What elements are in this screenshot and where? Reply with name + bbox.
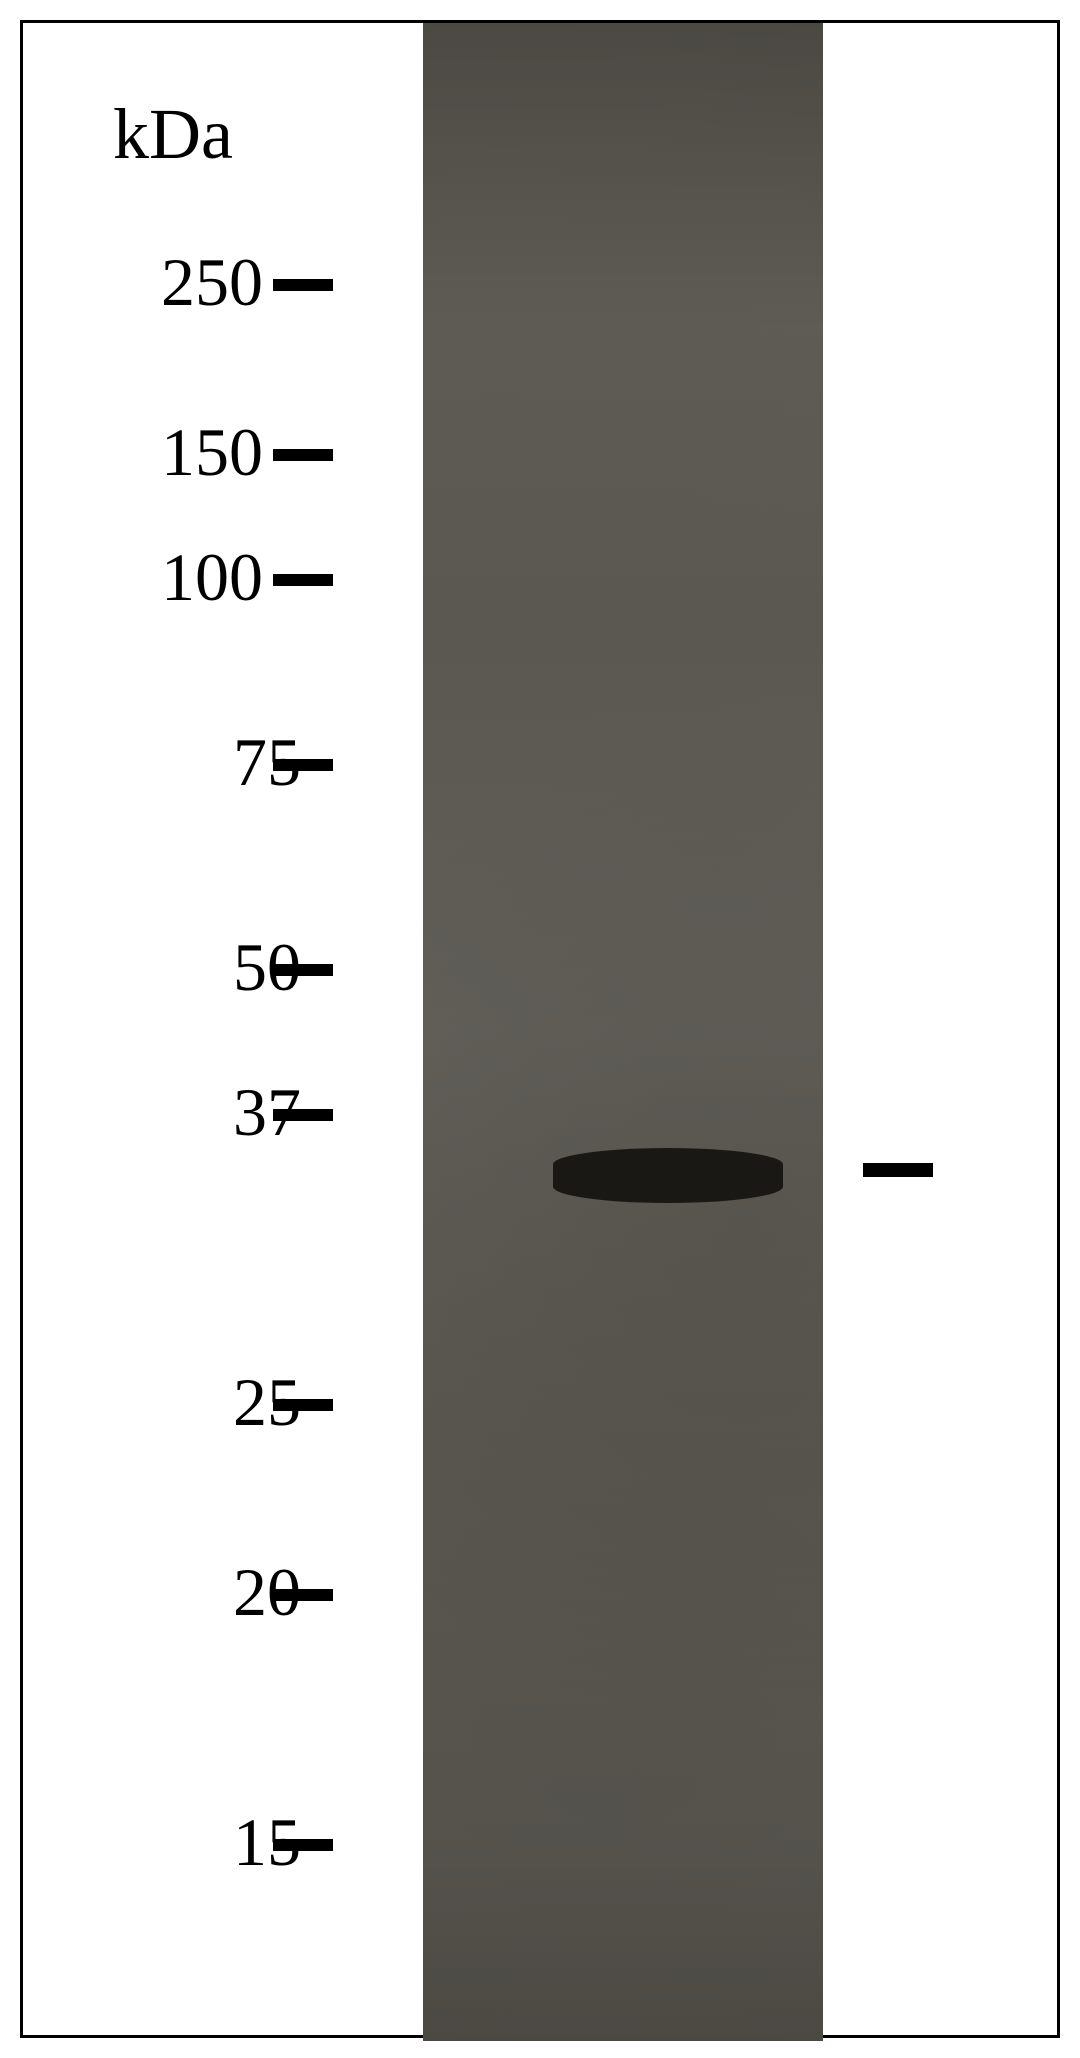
marker-tick-250 [273,279,333,291]
marker-tick-150 [273,449,333,461]
marker-tick-50 [273,964,333,976]
marker-tick-100 [273,574,333,586]
marker-tick-25 [273,1399,333,1411]
marker-tick-37 [273,1109,333,1121]
marker-label-100: 100 [113,538,263,617]
blot-frame: kDa 250 150 100 75 50 37 25 20 15 [20,20,1060,2038]
marker-tick-20 [273,1589,333,1601]
marker-tick-75 [273,759,333,771]
blot-lane [423,23,823,2041]
protein-band [553,1148,783,1203]
band-pointer [863,1163,933,1177]
axis-unit-label: kDa [113,93,233,176]
marker-tick-15 [273,1839,333,1851]
marker-label-150: 150 [113,413,263,492]
marker-label-250: 250 [113,243,263,322]
